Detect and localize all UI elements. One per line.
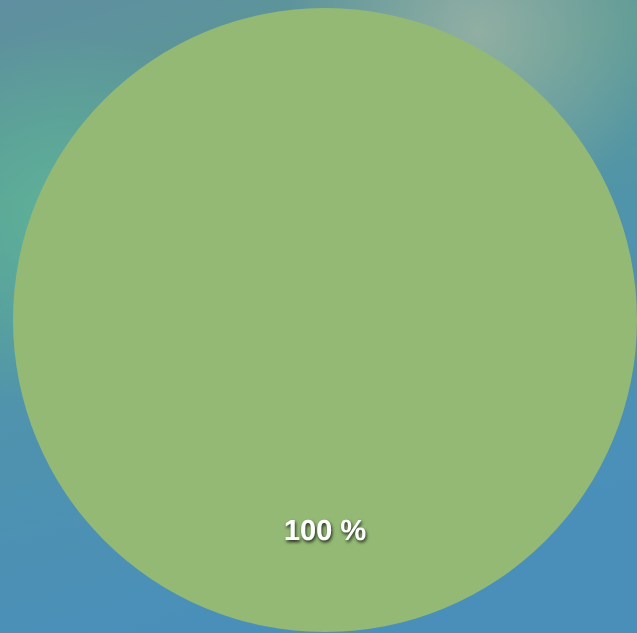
pie: 100 % (13, 8, 637, 632)
pie-slice (13, 8, 637, 632)
value-label: 100 % (284, 515, 366, 547)
